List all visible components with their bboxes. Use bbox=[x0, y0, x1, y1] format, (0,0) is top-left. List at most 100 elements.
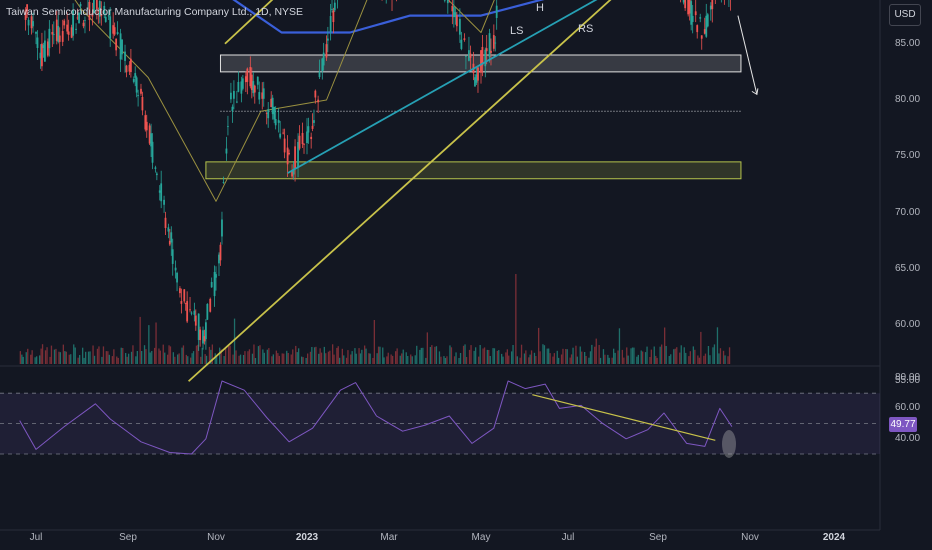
candle-body bbox=[474, 77, 476, 87]
volume-bar bbox=[208, 346, 211, 364]
volume-bar bbox=[192, 351, 195, 364]
volume-bar bbox=[254, 358, 257, 364]
volume-bar bbox=[683, 347, 685, 364]
volume-bar bbox=[650, 349, 652, 364]
volume-bar bbox=[608, 357, 610, 364]
volume-bar bbox=[122, 348, 124, 364]
volume-bar bbox=[508, 355, 510, 364]
volume-bar bbox=[339, 357, 341, 364]
candle-body bbox=[240, 81, 243, 94]
volume-bar bbox=[712, 347, 714, 364]
volume-bar bbox=[332, 344, 334, 364]
volume-bar bbox=[665, 346, 667, 364]
candle-body bbox=[39, 52, 42, 59]
volume-bar bbox=[25, 352, 27, 364]
volume-bar bbox=[145, 349, 147, 364]
volume-bar bbox=[535, 356, 537, 364]
candle-body bbox=[321, 58, 324, 72]
candle-body bbox=[250, 74, 253, 91]
candle-body bbox=[113, 27, 116, 35]
candle-body bbox=[297, 142, 299, 168]
volume-bar bbox=[538, 327, 540, 364]
volume-bar bbox=[290, 354, 292, 364]
candle-body bbox=[292, 169, 295, 175]
volume-bar bbox=[626, 347, 628, 364]
time-tick-label: Jul bbox=[29, 532, 43, 543]
volume-bar bbox=[434, 346, 436, 364]
candle-body bbox=[67, 31, 70, 35]
volume-bar bbox=[543, 345, 546, 364]
candle-body bbox=[703, 29, 706, 34]
volume-bar bbox=[498, 350, 500, 364]
candle-body bbox=[283, 138, 286, 153]
candle-body bbox=[488, 33, 491, 58]
volume-bars bbox=[19, 274, 731, 364]
volume-bar bbox=[341, 348, 343, 364]
candle-body bbox=[317, 99, 320, 103]
volume-bar bbox=[728, 347, 731, 364]
volume-bar bbox=[482, 348, 484, 364]
candle-body bbox=[78, 13, 80, 24]
volume-bar bbox=[216, 356, 218, 364]
pattern-label-ls: LS bbox=[510, 25, 524, 37]
candle-body bbox=[132, 78, 135, 82]
volume-bar bbox=[70, 354, 72, 364]
candle-body bbox=[246, 68, 249, 82]
volume-bar bbox=[553, 353, 555, 364]
volume-bar bbox=[296, 352, 298, 364]
volume-bar bbox=[197, 344, 199, 364]
candle-body bbox=[100, 13, 103, 17]
currency-button[interactable]: USD bbox=[889, 4, 921, 26]
volume-bar bbox=[569, 357, 571, 364]
volume-bar bbox=[325, 353, 327, 364]
volume-bar bbox=[688, 356, 690, 364]
volume-bar bbox=[318, 353, 320, 364]
candle-body bbox=[115, 38, 118, 51]
volume-bar bbox=[649, 357, 651, 364]
candle-body bbox=[24, 9, 27, 20]
volume-bar bbox=[266, 349, 268, 364]
volume-bar bbox=[239, 354, 242, 364]
volume-bar bbox=[247, 351, 249, 364]
volume-bar bbox=[214, 353, 216, 364]
candle-body bbox=[104, 16, 107, 22]
volume-bar bbox=[336, 347, 338, 364]
trendline-0 bbox=[187, 0, 612, 382]
volume-bar bbox=[552, 356, 554, 364]
zone-2 bbox=[205, 161, 742, 180]
volume-bar bbox=[244, 351, 246, 364]
volume-bar bbox=[465, 357, 468, 364]
volume-bar bbox=[519, 357, 521, 364]
volume-bar bbox=[402, 349, 404, 364]
candle-body bbox=[179, 288, 181, 294]
candle-body bbox=[190, 312, 193, 314]
candle-body bbox=[288, 153, 290, 154]
volume-bar bbox=[604, 354, 606, 364]
candle-body bbox=[274, 119, 277, 126]
candle-body bbox=[253, 85, 256, 93]
candle-body bbox=[279, 133, 282, 138]
volume-bar bbox=[151, 351, 153, 364]
volume-bar bbox=[158, 348, 160, 364]
candle-body bbox=[88, 2, 91, 21]
candle-body bbox=[210, 281, 213, 288]
candle-body bbox=[58, 35, 61, 42]
volume-bar bbox=[22, 356, 24, 364]
volume-bar bbox=[396, 348, 398, 364]
candle-body bbox=[306, 131, 308, 144]
volume-bar bbox=[462, 345, 465, 364]
volume-bar bbox=[478, 356, 480, 364]
volume-bar bbox=[414, 355, 416, 364]
volume-bar bbox=[190, 357, 192, 364]
candle-body bbox=[124, 51, 126, 61]
volume-bar bbox=[117, 357, 119, 364]
candle-body bbox=[128, 64, 131, 72]
volume-bar bbox=[468, 349, 471, 364]
volume-bar bbox=[219, 347, 221, 364]
volume-bar bbox=[676, 347, 678, 364]
volume-bar bbox=[392, 355, 394, 364]
volume-bar bbox=[479, 345, 481, 364]
volume-bar bbox=[395, 351, 397, 364]
time-tick-label: Jul bbox=[561, 532, 575, 543]
